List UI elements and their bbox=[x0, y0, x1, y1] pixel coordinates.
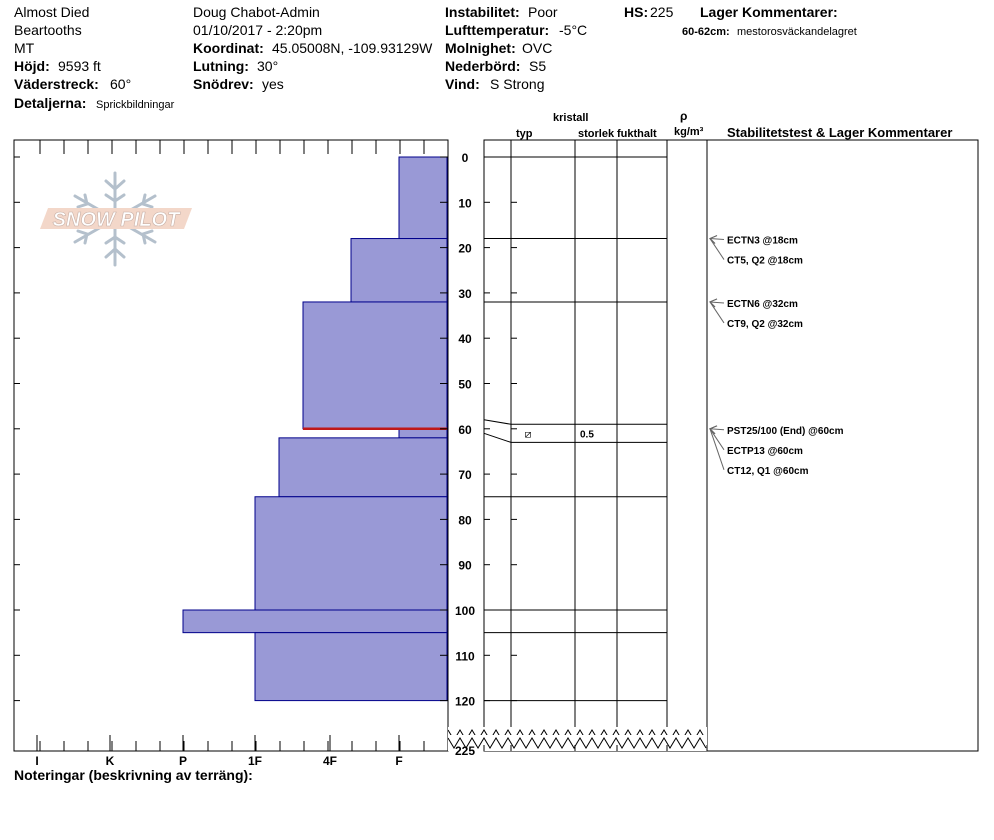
stability-arrow-18-1 bbox=[709, 238, 725, 260]
coordinate-label: Koordinat: bbox=[193, 40, 264, 56]
observation-datetime: 01/10/2017 - 2:20pm bbox=[193, 22, 323, 38]
hardness-layer-4 bbox=[278, 437, 448, 498]
stability-arrow-60-2 bbox=[709, 428, 725, 470]
stability-header: Stabilitetstest & Lager Kommentarer bbox=[727, 125, 953, 140]
stability-test-label: CT12, Q1 @60cm bbox=[727, 466, 809, 477]
mountain-range: Beartooths bbox=[14, 22, 82, 38]
aspect-value: 60° bbox=[110, 76, 132, 92]
stability-test-label: CT5, Q2 @18cm bbox=[727, 256, 803, 267]
moisture-header: fukthalt bbox=[617, 128, 657, 140]
air-temp-label: Lufttemperatur: bbox=[445, 22, 550, 38]
crystal-header: kristall bbox=[553, 112, 589, 124]
depth-label-90: 90 bbox=[458, 559, 472, 573]
type-header: typ bbox=[516, 128, 533, 140]
hardness-label-4F: 4F bbox=[323, 754, 337, 768]
depth-label-30: 30 bbox=[458, 287, 472, 301]
hardness-plot-frame bbox=[13, 139, 449, 752]
hardness-layer-6 bbox=[182, 609, 448, 634]
snowpilot-logo-badge bbox=[40, 208, 192, 229]
hardness-layer-7 bbox=[254, 632, 448, 702]
sky-value: OVC bbox=[522, 40, 553, 56]
stability-arrowhead bbox=[709, 235, 718, 244]
slope-label: Lutning: bbox=[193, 58, 249, 74]
air-temp-value: -5°C bbox=[559, 22, 588, 38]
stability-test-label: PST25/100 (End) @60cm bbox=[727, 426, 844, 437]
grain-type-symbol-0: ⧄ bbox=[525, 428, 532, 440]
hardness-layer-2 bbox=[302, 301, 448, 430]
state: MT bbox=[14, 40, 35, 56]
depth-label-0: 0 bbox=[462, 151, 469, 165]
instability-label: Instabilitet: bbox=[445, 4, 520, 20]
depth-label-10: 10 bbox=[458, 196, 472, 210]
stability-arrow-60-0 bbox=[709, 428, 725, 431]
depth-label-70: 70 bbox=[458, 468, 472, 482]
layer-connector-top bbox=[483, 419, 512, 425]
hardness-layer-3 bbox=[398, 428, 448, 439]
hardness-label-F: F bbox=[395, 754, 402, 768]
drift-label: Snödrev: bbox=[193, 76, 254, 92]
precip-label: Nederbörd: bbox=[445, 58, 521, 74]
snowpilot-logo-text: SNOW PILOT bbox=[53, 209, 181, 231]
hardness-layer-0 bbox=[398, 156, 448, 240]
stability-test-label: ECTN6 @32cm bbox=[727, 299, 798, 310]
slope-value: 30° bbox=[257, 58, 279, 74]
precip-value: S5 bbox=[529, 58, 547, 74]
stability-arrow-32-0 bbox=[709, 301, 725, 304]
stability-test-label: CT9, Q2 @32cm bbox=[727, 319, 803, 330]
stability-arrowhead bbox=[709, 425, 718, 435]
wind-label: Vind: bbox=[445, 76, 480, 92]
details-value: Sprickbildningar bbox=[96, 99, 175, 111]
instability-value: Poor bbox=[528, 4, 558, 20]
rho-header: ρ bbox=[680, 109, 688, 123]
layer-table-frame bbox=[483, 139, 979, 752]
wind-value: S Strong bbox=[490, 76, 545, 92]
stability-test-label: ECTP13 @60cm bbox=[727, 446, 803, 457]
terrain-notes-label: Noteringar (beskrivning av terräng): bbox=[14, 767, 253, 783]
depth-label-40: 40 bbox=[458, 332, 472, 346]
location-name: Almost Died bbox=[14, 4, 90, 20]
depth-label-100: 100 bbox=[455, 604, 475, 618]
hardness-label-P: P bbox=[179, 754, 187, 768]
hardness-layer-5 bbox=[254, 496, 448, 611]
layer-comment-text: mestorosväckandelagret bbox=[737, 26, 857, 38]
observer-name: Doug Chabot-Admin bbox=[193, 4, 320, 20]
elevation-value: 9593 ft bbox=[58, 58, 101, 74]
depth-label-120: 120 bbox=[455, 695, 475, 709]
layer-comments-title: Lager Kommentarer: bbox=[700, 4, 838, 20]
stability-arrow-60-1 bbox=[709, 428, 725, 451]
hardness-layer-1 bbox=[350, 238, 448, 303]
hardness-label-I: I bbox=[35, 754, 38, 768]
stability-test-label: ECTN3 @18cm bbox=[727, 236, 798, 247]
depth-break-zigzag-b bbox=[447, 737, 707, 749]
drift-value: yes bbox=[262, 76, 284, 92]
coordinate-value: 45.05008N, -109.93129W bbox=[272, 40, 433, 56]
depth-label-bottom: 225 bbox=[455, 744, 475, 758]
density-unit-header: kg/m³ bbox=[674, 126, 704, 138]
hardness-label-K: K bbox=[106, 754, 115, 768]
hs-value: 225 bbox=[650, 4, 674, 20]
depth-label-80: 80 bbox=[458, 513, 472, 527]
elevation-label: Höjd: bbox=[14, 58, 50, 74]
layer-comment-range: 60-62cm: bbox=[682, 26, 730, 38]
stability-arrow-18-0 bbox=[709, 238, 725, 241]
stability-arrowhead bbox=[709, 298, 718, 308]
depth-label-60: 60 bbox=[458, 423, 472, 437]
grain-size-0: 0.5 bbox=[580, 429, 594, 440]
layer-connector-bottom bbox=[483, 432, 512, 443]
depth-label-110: 110 bbox=[455, 649, 475, 663]
hardness-label-1F: 1F bbox=[248, 754, 262, 768]
details-label: Detaljerna: bbox=[14, 95, 87, 111]
stability-arrow-32-1 bbox=[709, 301, 725, 324]
depth-label-20: 20 bbox=[458, 242, 472, 256]
sky-label: Molnighet: bbox=[445, 40, 516, 56]
size-header: storlek bbox=[578, 128, 615, 140]
aspect-label: Väderstreck: bbox=[14, 76, 99, 92]
hs-label: HS: bbox=[624, 4, 649, 20]
depth-label-50: 50 bbox=[458, 378, 472, 392]
